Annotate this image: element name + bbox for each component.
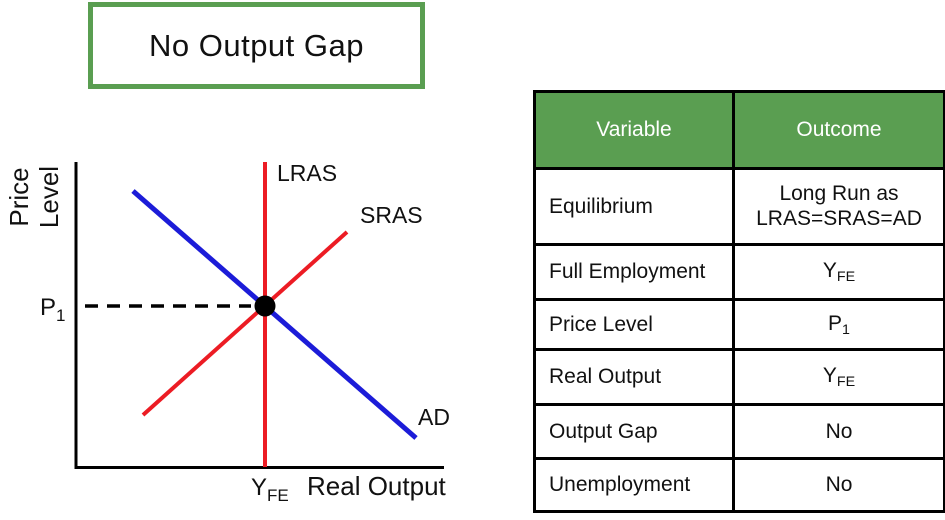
row-label: Unemployment <box>533 457 735 513</box>
row-label: Real Output <box>533 348 735 406</box>
table-header-row: Variable Outcome <box>533 90 945 170</box>
sras-line <box>141 230 349 417</box>
y-axis-title-line2: Level <box>34 166 64 228</box>
row-value: No <box>732 403 945 460</box>
title-box: No Output Gap <box>88 2 425 89</box>
row-label: Output Gap <box>533 403 735 460</box>
row-label: Equilibrium <box>533 167 735 246</box>
table-row: Price Level P1 <box>533 298 945 351</box>
column-header-outcome: Outcome <box>732 90 945 170</box>
table-row: Unemployment No <box>533 457 945 513</box>
page-title: No Output Gap <box>148 27 364 63</box>
column-header-variable: Variable <box>533 90 735 170</box>
row-value: YFE <box>732 243 945 301</box>
table-row: Output Gap No <box>533 403 945 460</box>
table-row: Equilibrium Long Run as LRAS=SRAS=AD <box>533 167 945 246</box>
row-value: P1 <box>732 298 945 351</box>
equilibrium-point <box>254 295 276 317</box>
row-value: YFE <box>732 348 945 406</box>
yfe-label: YFE <box>251 474 289 505</box>
row-label: Price Level <box>533 298 735 351</box>
ad-line <box>131 189 418 440</box>
y-axis-title-line1: Price <box>4 167 34 226</box>
row-label: Full Employment <box>533 243 735 301</box>
row-value: Long Run as LRAS=SRAS=AD <box>732 167 945 246</box>
row-value: No <box>732 457 945 513</box>
sras-label: SRAS <box>360 202 423 228</box>
lras-label: LRAS <box>277 160 337 186</box>
ad-label: AD <box>418 404 450 430</box>
table-row: Real Output YFE <box>533 348 945 406</box>
price-level-p1-label: P1 <box>40 294 65 325</box>
outcome-table: Variable Outcome Equilibrium Long Run as… <box>533 90 945 513</box>
table-row: Full Employment YFE <box>533 243 945 301</box>
x-axis-title: Real Output <box>307 471 447 501</box>
